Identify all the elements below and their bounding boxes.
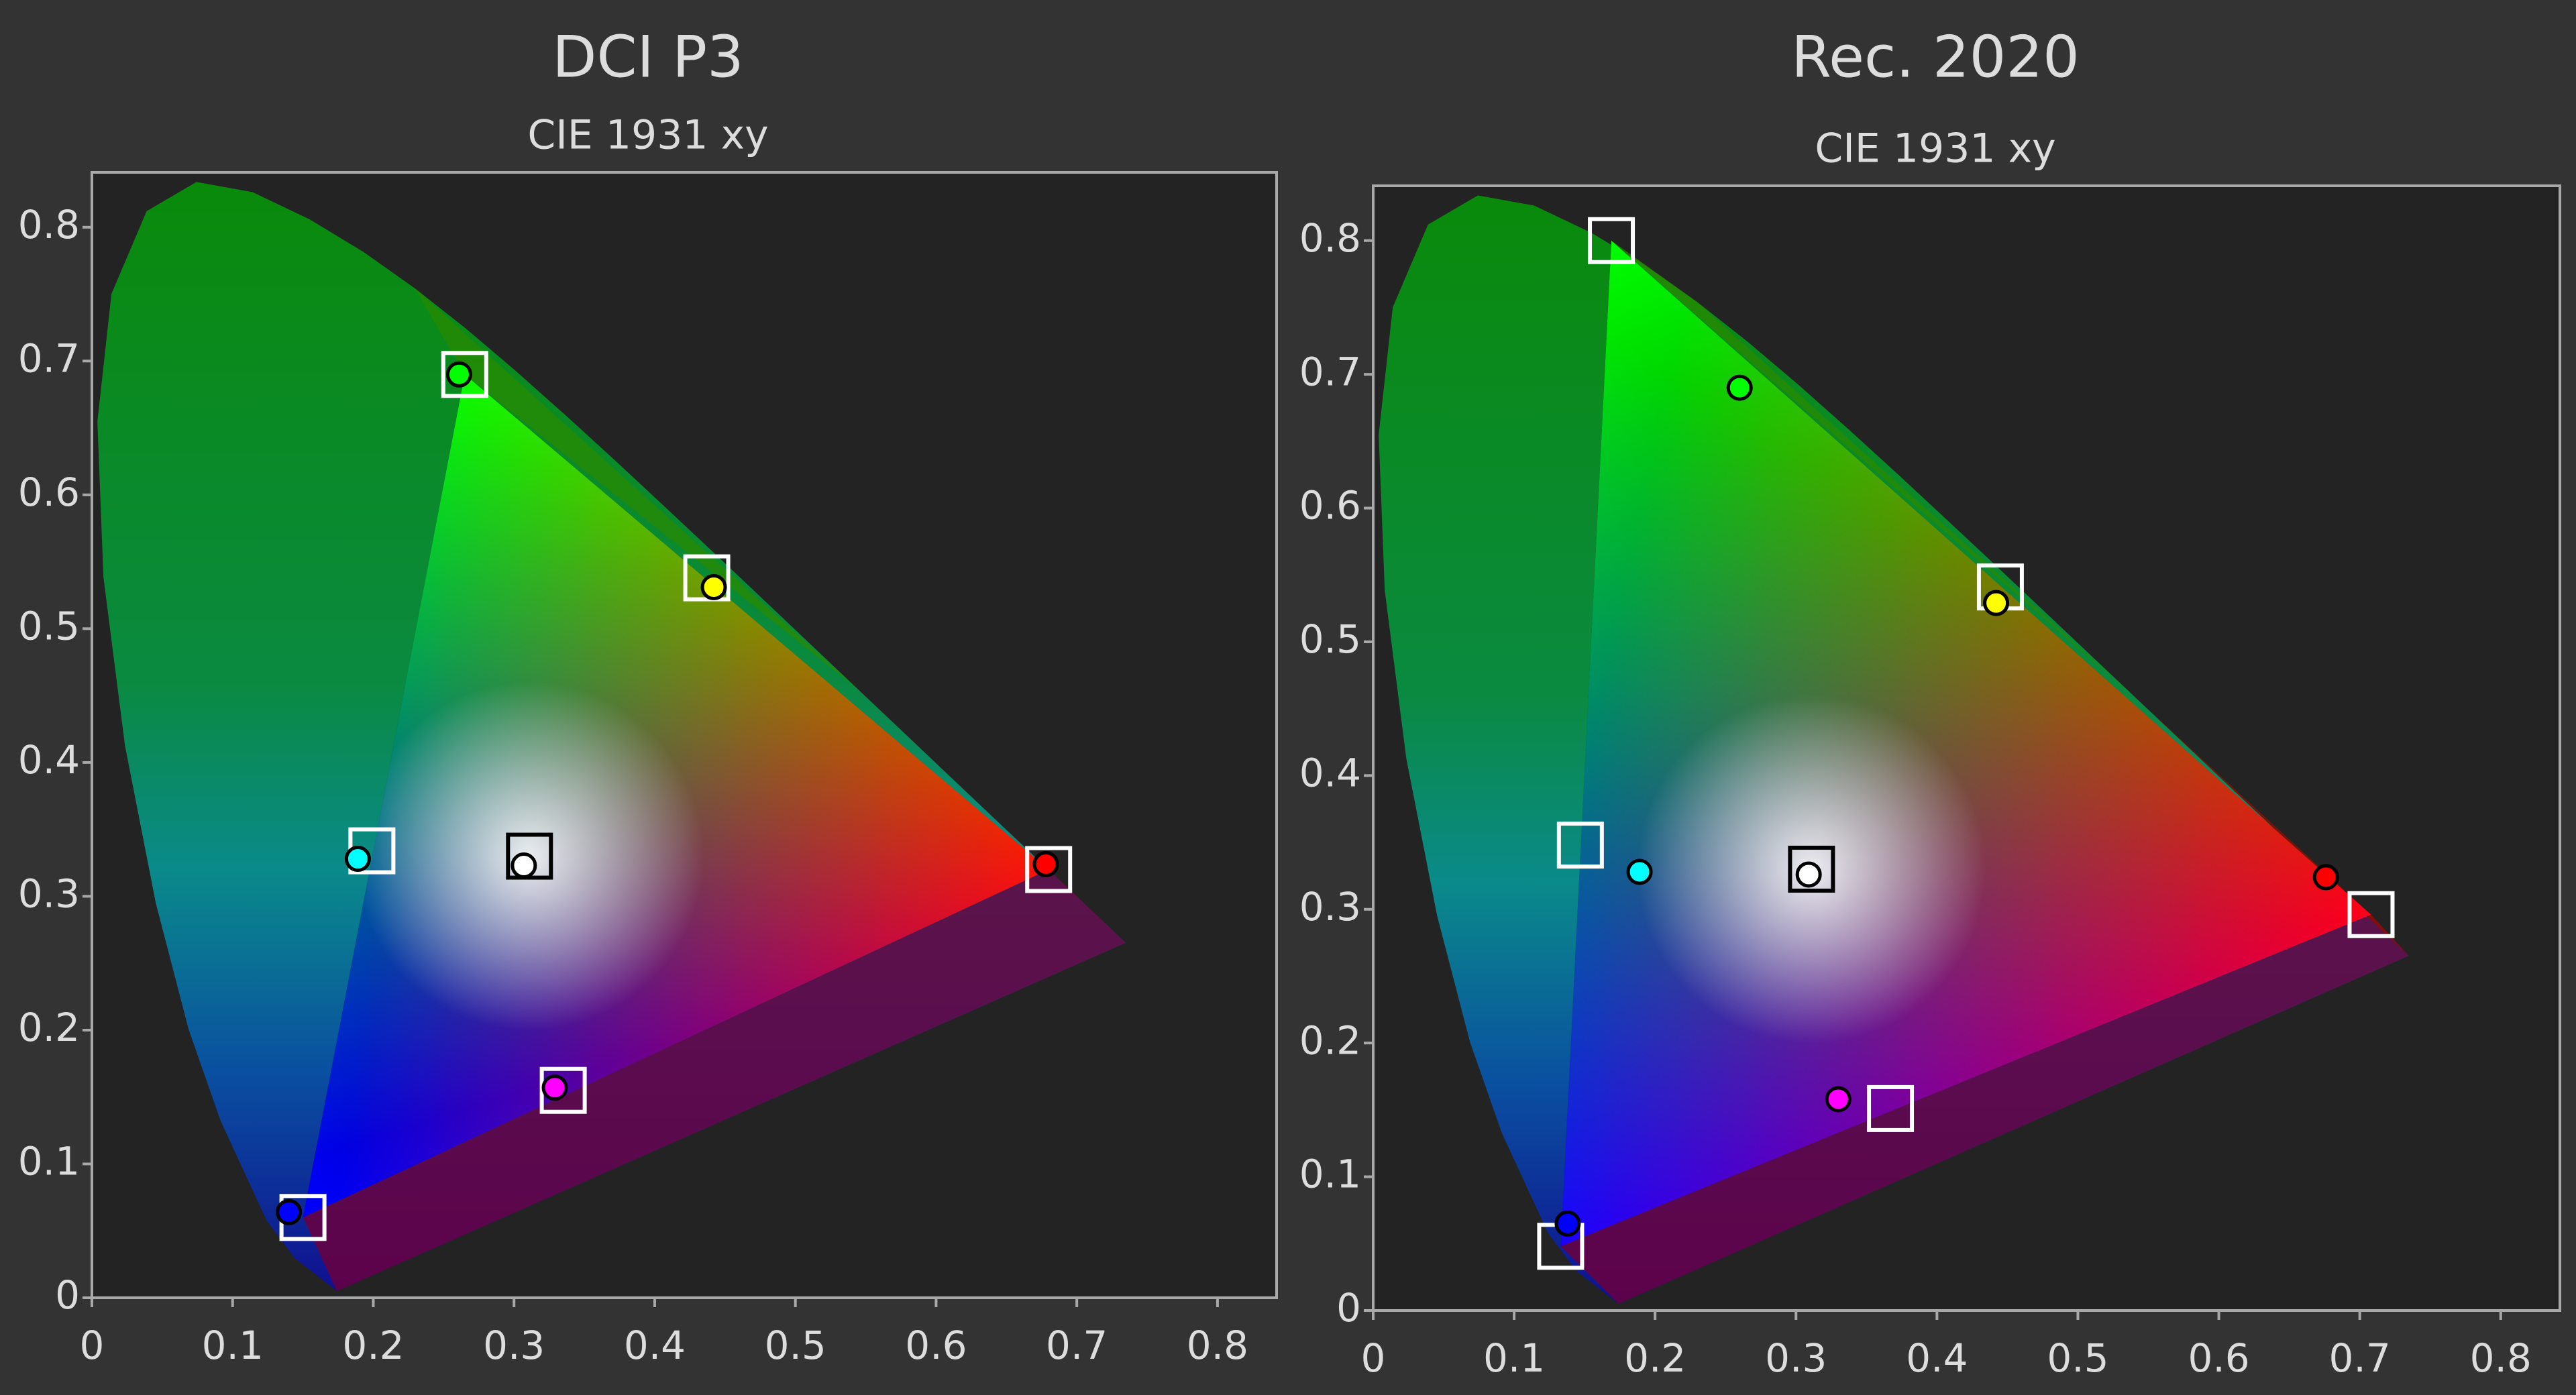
x-tick-label: 0.2	[342, 1323, 404, 1368]
y-tick-label: 0.1	[18, 1139, 80, 1184]
target-marker	[441, 351, 488, 398]
target-marker	[1588, 217, 1635, 264]
chart-title: Rec. 2020	[1791, 23, 2080, 91]
y-tick-label: 0.8	[18, 202, 80, 247]
y-tick-label: 0	[55, 1272, 80, 1318]
measured-marker	[700, 574, 727, 601]
x-tick-label: 0.2	[1624, 1335, 1686, 1381]
x-tick-label: 0	[1361, 1335, 1386, 1381]
purple-region	[303, 869, 1126, 1292]
y-tick-label: 0.3	[18, 871, 80, 917]
y-tick-label: 0.6	[1299, 483, 1361, 528]
target-marker	[2347, 891, 2395, 938]
target-marker	[506, 832, 553, 880]
red-edge	[2141, 702, 2409, 956]
purple-region	[1560, 914, 2409, 1304]
measured-marker	[276, 1198, 303, 1225]
measured-marker	[1554, 1210, 1581, 1237]
y-tick-label: 0	[1336, 1285, 1361, 1331]
target-marker	[1025, 846, 1073, 893]
gamut-white	[303, 374, 1049, 1218]
y-tick-label: 0.4	[1299, 750, 1361, 795]
gamut-white	[1560, 240, 2371, 1247]
measured-marker	[2312, 864, 2339, 891]
measured-marker	[1795, 861, 1822, 888]
chart-subtitle: CIE 1931 xy	[1815, 125, 2055, 172]
measured-marker	[1726, 374, 1753, 401]
x-tick-label: 0.6	[905, 1323, 967, 1368]
green-edge	[1611, 240, 2141, 703]
x-tick-label: 0.7	[1046, 1323, 1108, 1368]
measured-marker	[1825, 1086, 1851, 1113]
x-tick-label: 0.4	[1906, 1335, 1968, 1381]
y-tick-label: 0.7	[1299, 349, 1361, 394]
measured-marker	[344, 846, 371, 873]
chart-subtitle: CIE 1931 xy	[527, 112, 768, 159]
y-tick-label: 0.5	[18, 603, 80, 649]
y-tick-label: 0.5	[1299, 616, 1361, 662]
x-tick-label: 0.5	[765, 1323, 826, 1368]
x-tick-label: 0.7	[2329, 1335, 2391, 1381]
x-tick-label: 0.6	[2188, 1335, 2249, 1381]
chart: Rec. 2020 CIE 1931 xy 0 0.1 0.2 0.3 0.4 0.5 0.6 0…	[1299, 23, 2561, 1381]
y-tick-label: 0.7	[18, 335, 80, 381]
measured-marker	[541, 1074, 568, 1101]
green-edge	[415, 288, 859, 690]
target-marker	[1867, 1084, 1915, 1132]
y-tick-label: 0.6	[18, 469, 80, 515]
chart-title: DCI P3	[552, 23, 744, 91]
x-tick-label: 0.1	[1483, 1335, 1545, 1381]
x-tick-label: 0.8	[1187, 1323, 1248, 1368]
x-tick-label: 0.8	[2470, 1335, 2532, 1381]
measured-marker	[1032, 851, 1059, 878]
measured-marker	[445, 361, 472, 388]
y-tick-label: 0.1	[1299, 1152, 1361, 1197]
x-tick-label: 0.1	[202, 1323, 264, 1368]
red-edge	[858, 689, 1126, 943]
y-tick-label: 0.4	[18, 737, 80, 783]
y-tick-label: 0.2	[1299, 1017, 1361, 1063]
target-marker	[539, 1066, 587, 1114]
y-tick-label: 0.2	[18, 1005, 80, 1050]
x-tick-label: 0.5	[2047, 1335, 2108, 1381]
y-tick-label: 0.8	[1299, 215, 1361, 261]
x-tick-label: 0.3	[483, 1323, 545, 1368]
chart: DCI P3 CIE 1931 xy 0 0.1 0.2 0.3 0.4 0.5 0.6 0.7 0…	[18, 23, 1278, 1368]
x-tick-label: 0.3	[1765, 1335, 1827, 1381]
measured-marker	[1983, 590, 2010, 616]
target-marker	[1788, 845, 1835, 893]
measured-marker	[1626, 858, 1653, 885]
target-marker	[683, 554, 731, 602]
x-tick-label: 0	[80, 1323, 105, 1368]
target-marker	[1556, 822, 1604, 869]
measured-marker	[511, 852, 537, 879]
y-tick-label: 0.3	[1299, 884, 1361, 930]
x-tick-label: 0.4	[624, 1323, 686, 1368]
